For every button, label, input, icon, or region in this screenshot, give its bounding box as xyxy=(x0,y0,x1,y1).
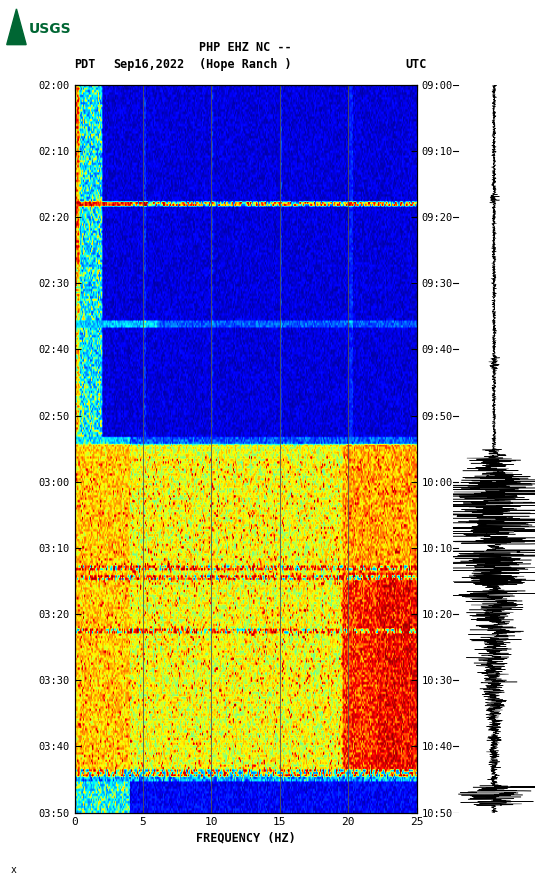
Text: PDT: PDT xyxy=(75,58,96,71)
Text: (Hope Ranch ): (Hope Ranch ) xyxy=(199,58,292,71)
Text: Sep16,2022: Sep16,2022 xyxy=(113,58,184,71)
X-axis label: FREQUENCY (HZ): FREQUENCY (HZ) xyxy=(196,831,295,845)
Text: UTC: UTC xyxy=(406,58,427,71)
Text: PHP EHZ NC --: PHP EHZ NC -- xyxy=(199,40,292,54)
Text: USGS: USGS xyxy=(29,22,71,36)
Polygon shape xyxy=(7,9,26,45)
Text: x: x xyxy=(11,865,17,875)
